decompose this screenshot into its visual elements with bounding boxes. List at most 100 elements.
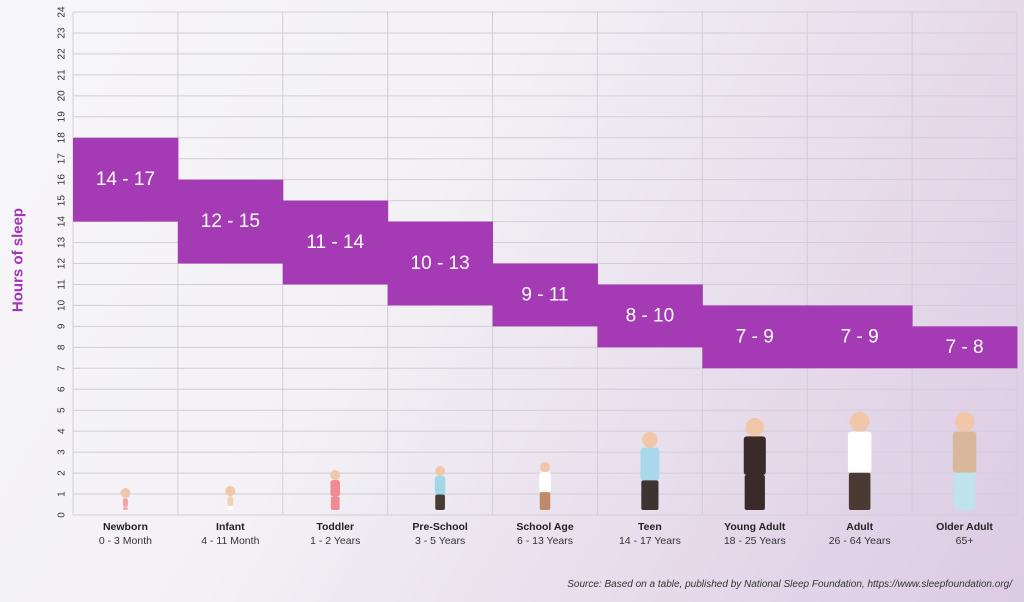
- category-age-range: 1 - 2 Years: [310, 535, 360, 547]
- person-figure: [847, 412, 872, 510]
- figure-legs: [227, 506, 233, 510]
- category-age-range: 0 - 3 Month: [99, 535, 152, 547]
- y-tick-label: 18: [57, 132, 68, 144]
- category-label: Toddler: [316, 521, 354, 533]
- category-label: Older Adult: [936, 521, 993, 533]
- category-age-range: 14 - 17 Years: [619, 535, 681, 547]
- figure-legs: [123, 507, 128, 510]
- y-tick-label: 6: [57, 386, 68, 392]
- y-tick-label: 21: [57, 69, 68, 81]
- figures: [120, 412, 977, 510]
- y-tick-label: 16: [57, 174, 68, 186]
- y-tick-label: 0: [57, 512, 68, 518]
- category-label: Adult: [846, 521, 873, 533]
- x-axis-labels: Newborn 0 - 3 Month Infant 4 - 11 Month Todd…: [99, 521, 994, 547]
- sleep-band: [282, 200, 389, 285]
- y-tick-label: 19: [57, 111, 68, 123]
- category-age-range: 4 - 11 Month: [201, 535, 259, 547]
- category-age-range: 26 - 64 Years: [829, 535, 891, 547]
- figure-head: [120, 488, 131, 498]
- figure-head: [954, 412, 975, 432]
- y-tick-label: 17: [57, 153, 68, 165]
- y-tick-label: 12: [57, 258, 68, 270]
- figure-head: [745, 418, 764, 437]
- y-tick-label: 2: [57, 470, 68, 476]
- figure-body: [434, 476, 446, 495]
- figure-legs: [641, 480, 659, 510]
- category-age-range: 3 - 5 Years: [415, 535, 465, 547]
- source-note: Source: Based on a table, published by N…: [567, 579, 1012, 590]
- person-figure: [640, 432, 660, 510]
- y-tick-label: 14: [57, 216, 68, 228]
- y-tick-label: 24: [57, 6, 68, 18]
- y-tick-label: 3: [57, 449, 68, 455]
- y-tick-label: 8: [57, 344, 68, 350]
- figure-head: [330, 470, 341, 480]
- sleep-band: [387, 221, 494, 306]
- sleep-band: [702, 305, 808, 369]
- band-label: 7 - 9: [736, 326, 774, 347]
- figure-body: [847, 431, 872, 473]
- figure-legs: [330, 496, 340, 510]
- figure-body: [227, 496, 234, 507]
- category-label: Teen: [638, 521, 662, 533]
- figure-body: [539, 472, 551, 493]
- band-label: 14 - 17: [96, 169, 155, 190]
- y-tick-label: 4: [57, 428, 68, 434]
- band-label: 11 - 14: [306, 232, 364, 253]
- figure-body: [743, 436, 766, 476]
- band-label: 7 - 9: [841, 326, 879, 347]
- figure-legs: [744, 475, 765, 510]
- figure-legs: [848, 472, 871, 510]
- person-figure: [434, 466, 446, 510]
- band-label: 10 - 13: [411, 253, 470, 274]
- category-label: Young Adult: [724, 521, 786, 533]
- figure-head: [849, 412, 870, 432]
- figure-legs: [435, 494, 445, 510]
- person-figure: [743, 418, 766, 510]
- figure-head: [225, 486, 236, 496]
- sleep-band: [912, 326, 1018, 369]
- category-age-range: 6 - 13 Years: [517, 535, 573, 547]
- category-label: Infant: [216, 521, 245, 533]
- band-label: 12 - 15: [201, 211, 260, 232]
- category-age-range: 65+: [956, 535, 974, 547]
- figure-head: [540, 462, 550, 472]
- category-label: Newborn: [103, 521, 148, 533]
- figure-head: [642, 432, 658, 448]
- y-tick-label: 13: [57, 237, 68, 249]
- band-label: 9 - 11: [521, 284, 568, 305]
- y-tick-label: 23: [57, 27, 68, 39]
- y-tick-label: 10: [57, 299, 68, 311]
- y-tick-label: 5: [57, 407, 68, 413]
- sleep-band: [73, 137, 179, 222]
- person-figure: [539, 462, 551, 510]
- y-tick-label: 9: [57, 323, 68, 329]
- person-figure: [952, 412, 977, 510]
- figure-body: [640, 447, 660, 481]
- sleep-band: [807, 305, 913, 369]
- category-label: Pre-School: [412, 521, 468, 533]
- sleep-band: [597, 284, 703, 348]
- band-label: 8 - 10: [626, 305, 675, 326]
- figure-head: [435, 466, 446, 476]
- bands: 14 - 17 12 - 15 11 - 14 10 - 13 9 - 11 8 - 10…: [73, 137, 1018, 369]
- y-tick-label: 7: [57, 365, 68, 371]
- figure-legs: [539, 492, 551, 510]
- sleep-band: [492, 263, 598, 327]
- y-tick-label: 20: [57, 90, 68, 102]
- person-figure: [120, 488, 131, 510]
- person-figure: [330, 470, 341, 510]
- y-axis-title: Hours of sleep: [10, 208, 27, 312]
- band-label: 7 - 8: [946, 337, 984, 358]
- sleep-band: [177, 179, 284, 264]
- y-tick-label: 1: [57, 491, 68, 497]
- y-tick-label: 15: [57, 195, 68, 207]
- figure-legs: [953, 472, 976, 510]
- person-figure: [225, 486, 236, 510]
- figure-body: [330, 480, 341, 497]
- figure-body: [122, 498, 129, 508]
